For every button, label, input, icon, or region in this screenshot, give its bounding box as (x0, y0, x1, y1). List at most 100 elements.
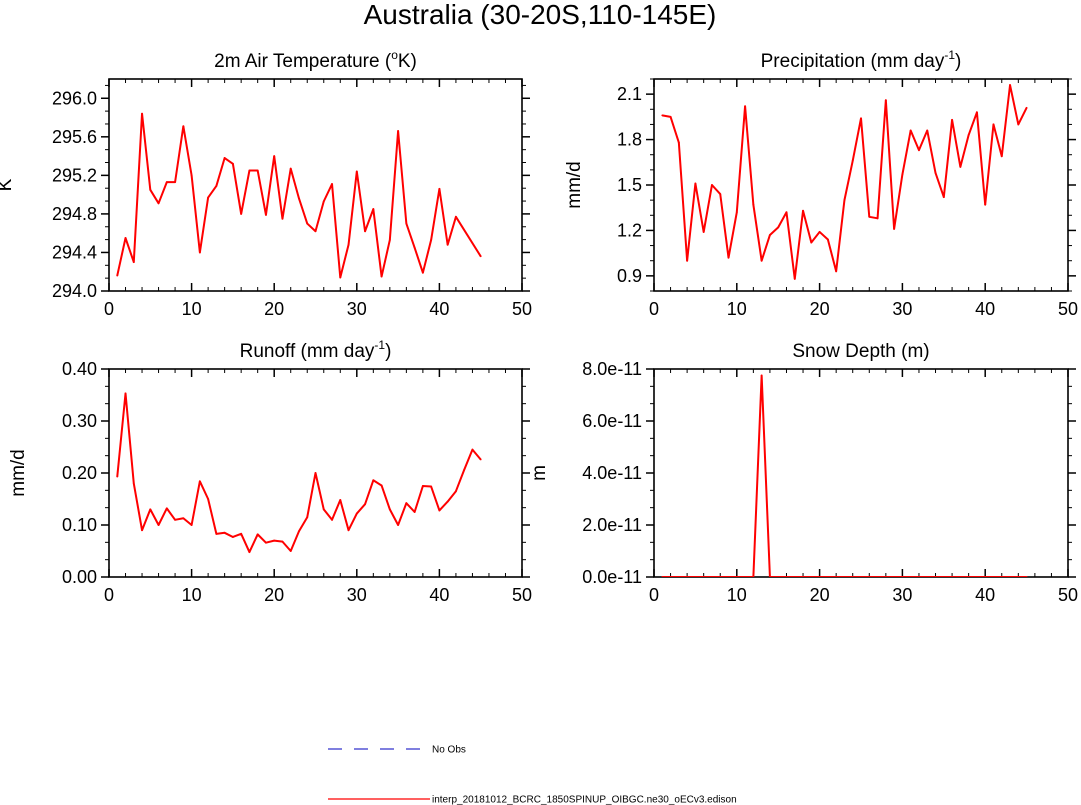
data-point (868, 576, 871, 577)
data-point (232, 162, 234, 165)
data-point (785, 576, 788, 577)
x-tick-label: 0 (649, 585, 659, 605)
data-point (372, 208, 375, 210)
data-point (198, 480, 201, 483)
data-point (455, 490, 457, 493)
data-point (702, 231, 705, 233)
data-point (967, 576, 970, 577)
data-point (884, 99, 887, 102)
legend-label: interp_20181012_BCRC_1850SPINUP_OIBGC.ne… (432, 795, 737, 805)
data-point (951, 118, 953, 121)
data-point (190, 524, 193, 526)
data-point (818, 231, 821, 233)
x-tick-label: 40 (975, 585, 995, 605)
panel-title-suffix: K) (398, 51, 417, 72)
data-point (752, 203, 755, 206)
panel-title-superscript: -1 (374, 338, 385, 352)
data-point (306, 516, 309, 519)
data-point (240, 213, 243, 215)
data-point (438, 187, 441, 190)
x-tick-label: 10 (182, 299, 202, 319)
main-title: Australia (30-20S,110-145E) (364, 0, 717, 30)
data-point (926, 129, 929, 132)
x-tick-label: 0 (649, 299, 659, 319)
series-line (116, 392, 482, 554)
data-point (686, 576, 689, 577)
data-point (265, 541, 267, 544)
data-point (884, 576, 887, 577)
data-point (976, 576, 978, 577)
data-point (934, 171, 937, 174)
data-point (785, 211, 788, 214)
data-point (149, 188, 152, 191)
x-tick-label: 40 (429, 299, 449, 319)
data-point (1000, 576, 1003, 577)
y-tick-label: 0.40 (62, 359, 97, 379)
y-tick-label: 8.0e-11 (582, 359, 642, 379)
data-point (364, 503, 366, 506)
data-point (1009, 576, 1011, 577)
data-point (190, 174, 193, 177)
x-tick-label: 40 (429, 585, 449, 605)
data-point (744, 105, 746, 108)
data-point (141, 529, 143, 532)
data-point (215, 185, 218, 187)
data-point (860, 576, 862, 577)
data-point (157, 202, 160, 205)
y-tick-label: 0.30 (62, 411, 97, 431)
chart-panel-3: Runoff (mm day-1) mm/d 0 10 20 30 40 50 0.00 0.10… (8, 338, 532, 605)
data-point (677, 576, 680, 577)
data-point (793, 277, 796, 280)
y-tick-label: 294.8 (52, 204, 97, 224)
data-point (686, 259, 689, 262)
panel-title: Snow Depth (m) (792, 341, 929, 362)
data-point (405, 222, 408, 225)
data-point (934, 576, 937, 577)
data-point (256, 533, 259, 536)
data-point (901, 173, 904, 176)
data-point (760, 374, 763, 377)
legend-label: No Obs (432, 745, 466, 756)
data-point (851, 576, 854, 577)
data-point (818, 576, 821, 577)
data-point (826, 576, 829, 577)
data-point (215, 532, 218, 535)
data-point (727, 256, 730, 259)
y-tick-label: 294.0 (52, 281, 97, 301)
data-point (959, 576, 962, 577)
x-tick-label: 20 (264, 585, 284, 605)
series-line (116, 112, 482, 279)
panel-title-text: Snow Depth (m) (792, 341, 929, 362)
data-point (926, 576, 929, 577)
plot-frame (653, 78, 1069, 292)
data-point (694, 576, 697, 577)
data-point (182, 517, 185, 520)
data-point (132, 482, 135, 485)
data-point (397, 130, 399, 132)
panel-title-text: Precipitation (mm day (761, 51, 945, 72)
data-point (289, 550, 292, 552)
data-point (339, 276, 342, 279)
data-point (430, 239, 433, 241)
data-point (702, 576, 705, 577)
data-point (727, 576, 730, 577)
data-point (116, 475, 119, 478)
data-point (479, 255, 482, 258)
panel-title-suffix: ) (385, 341, 391, 362)
data-point (984, 203, 987, 206)
data-point (868, 215, 871, 218)
y-tick-label: 1.5 (617, 175, 642, 195)
data-point (306, 222, 309, 225)
data-point (918, 576, 920, 577)
panel-title: Precipitation (mm day-1) (761, 48, 962, 72)
x-tick-label: 50 (1058, 585, 1078, 605)
x-tick-label: 0 (104, 585, 114, 605)
x-tick-label: 10 (727, 585, 747, 605)
data-point (364, 230, 366, 233)
x-tick-label: 40 (975, 299, 995, 319)
data-point (959, 165, 962, 168)
chart-panel-1: 2m Air Temperature (oK) K 0 10 20 30 40 50 294.0… (0, 48, 532, 319)
y-axis-label: K (0, 178, 16, 191)
data-point (124, 392, 127, 395)
data-point (298, 530, 300, 533)
